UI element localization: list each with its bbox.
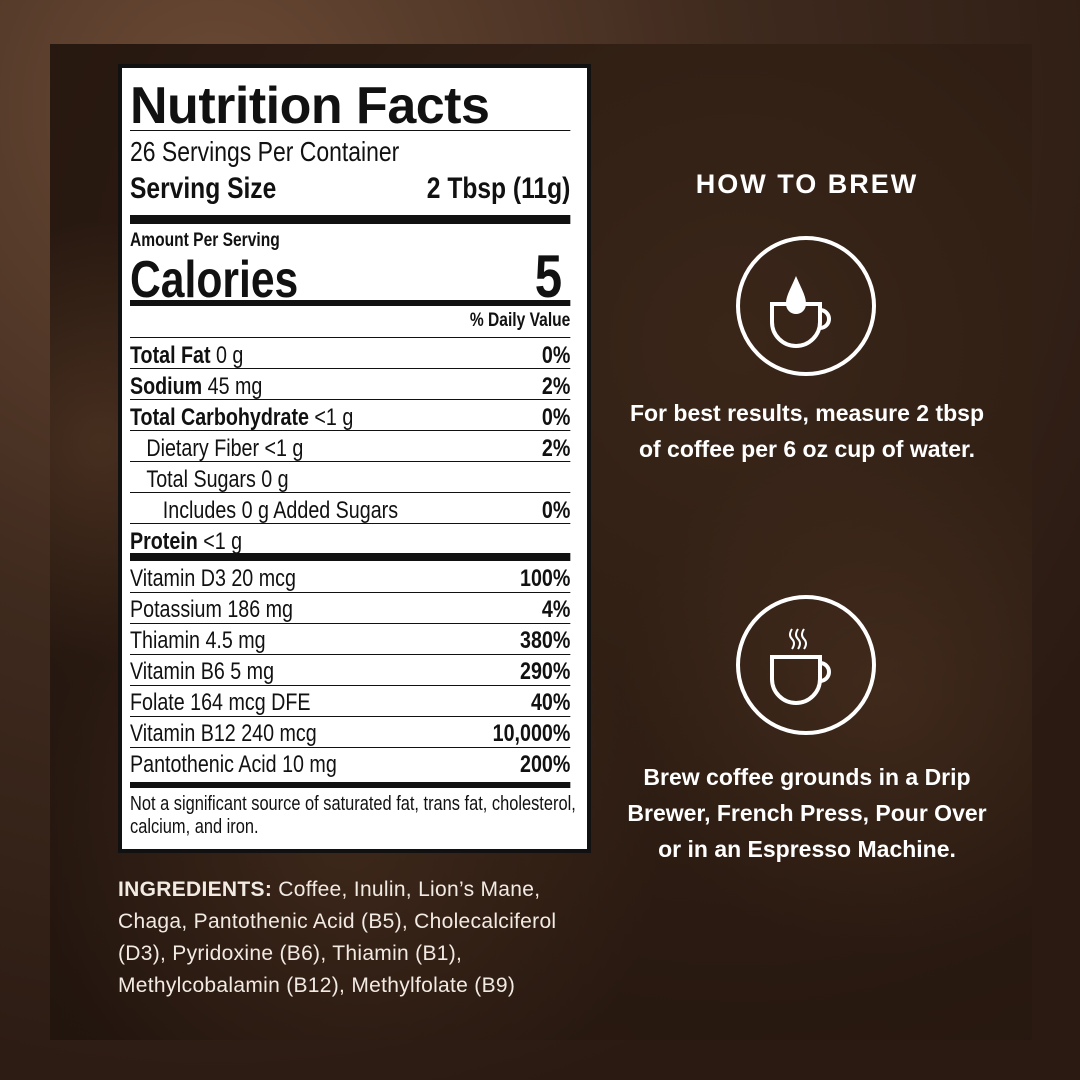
nutrient-row: Protein <1 g [130,528,243,555]
servings-per-container: 26 Servings Per Container [130,136,400,167]
vitamin-row: Vitamin B6 5 mg 290% [130,658,571,685]
vitamin-row: Vitamin D3 20 mcg 100% [130,565,571,592]
vitamin-row: Folate 164 mcg DFE 40% [130,689,571,716]
nutrient-row: Dietary Fiber <1 g 2% [146,435,571,462]
nutrition-facts-label [118,64,591,853]
nutrient-row: Total Fat 0 g 0% [130,342,571,369]
ingredients: INGREDIENTS: Coffee, Inulin, Lion’s Mane… [118,878,557,997]
vitamin-row: Vitamin B12 240 mcg 10,000% [130,720,571,747]
vitamin-row: Thiamin 4.5 mg 380% [130,627,571,654]
calories-row: Calories 5 [130,243,563,310]
brew-step-2-text: Brew coffee grounds in a Drip Brewer, Fr… [627,764,987,862]
footnote: Not a significant source of saturated fa… [130,793,576,838]
steaming-cup-icon [736,595,876,735]
label-title: Nutrition Facts [130,77,490,135]
daily-value-header: % Daily Value [469,310,571,331]
nutrient-row: Sodium 45 mg 2% [130,373,571,400]
cup-water-drop-icon [736,236,876,376]
nutrient-row: Total Carbohydrate <1 g 0% [130,404,571,431]
brew-step-1-text: For best results, measure 2 tbsp of coff… [629,400,985,462]
nutrient-row: Includes 0 g Added Sugars 0% [162,497,571,524]
vitamin-row: Potassium 186 mg 4% [130,596,571,623]
amount-per-serving: Amount Per Serving [130,230,280,251]
how-to-brew-heading: HOW TO BREW [695,169,919,199]
nutrient-row: Total Sugars 0 g [146,466,289,493]
serving-size-row: Serving Size 2 Tbsp (11g) [130,172,571,205]
vitamin-row: Pantothenic Acid 10 mg 200% [130,751,571,778]
